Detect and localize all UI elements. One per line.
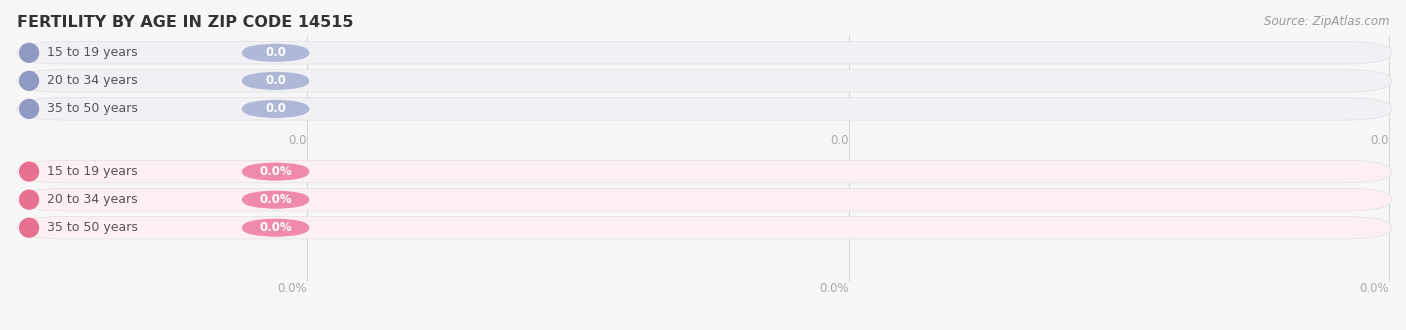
Text: Source: ZipAtlas.com: Source: ZipAtlas.com	[1264, 15, 1389, 28]
FancyBboxPatch shape	[17, 70, 1392, 92]
FancyBboxPatch shape	[242, 44, 309, 62]
FancyBboxPatch shape	[242, 218, 309, 237]
Text: 15 to 19 years: 15 to 19 years	[46, 46, 138, 59]
FancyBboxPatch shape	[17, 216, 1392, 239]
Ellipse shape	[20, 43, 38, 62]
FancyBboxPatch shape	[242, 100, 309, 118]
FancyBboxPatch shape	[17, 42, 1392, 64]
Text: 35 to 50 years: 35 to 50 years	[46, 102, 138, 115]
Text: 20 to 34 years: 20 to 34 years	[46, 74, 138, 87]
Text: 0.0%: 0.0%	[1360, 282, 1389, 295]
Text: 0.0: 0.0	[266, 102, 285, 115]
Text: FERTILITY BY AGE IN ZIP CODE 14515: FERTILITY BY AGE IN ZIP CODE 14515	[17, 15, 353, 30]
FancyBboxPatch shape	[242, 162, 309, 181]
Ellipse shape	[20, 190, 38, 209]
Text: 0.0%: 0.0%	[820, 282, 849, 295]
Text: 35 to 50 years: 35 to 50 years	[46, 221, 138, 234]
Text: 0.0: 0.0	[288, 134, 307, 147]
Text: 0.0%: 0.0%	[259, 193, 292, 206]
Text: 0.0: 0.0	[1371, 134, 1389, 147]
FancyBboxPatch shape	[17, 188, 1392, 211]
Text: 0.0: 0.0	[831, 134, 849, 147]
Text: 0.0: 0.0	[266, 74, 285, 87]
FancyBboxPatch shape	[242, 190, 309, 209]
FancyBboxPatch shape	[17, 160, 1392, 183]
FancyBboxPatch shape	[17, 98, 1392, 120]
Text: 0.0: 0.0	[266, 46, 285, 59]
Text: 0.0%: 0.0%	[277, 282, 307, 295]
FancyBboxPatch shape	[242, 72, 309, 90]
Ellipse shape	[20, 99, 38, 118]
Text: 20 to 34 years: 20 to 34 years	[46, 193, 138, 206]
Ellipse shape	[20, 218, 38, 237]
Text: 0.0%: 0.0%	[259, 165, 292, 178]
Ellipse shape	[20, 71, 38, 90]
Text: 15 to 19 years: 15 to 19 years	[46, 165, 138, 178]
Text: 0.0%: 0.0%	[259, 221, 292, 234]
Ellipse shape	[20, 162, 38, 181]
